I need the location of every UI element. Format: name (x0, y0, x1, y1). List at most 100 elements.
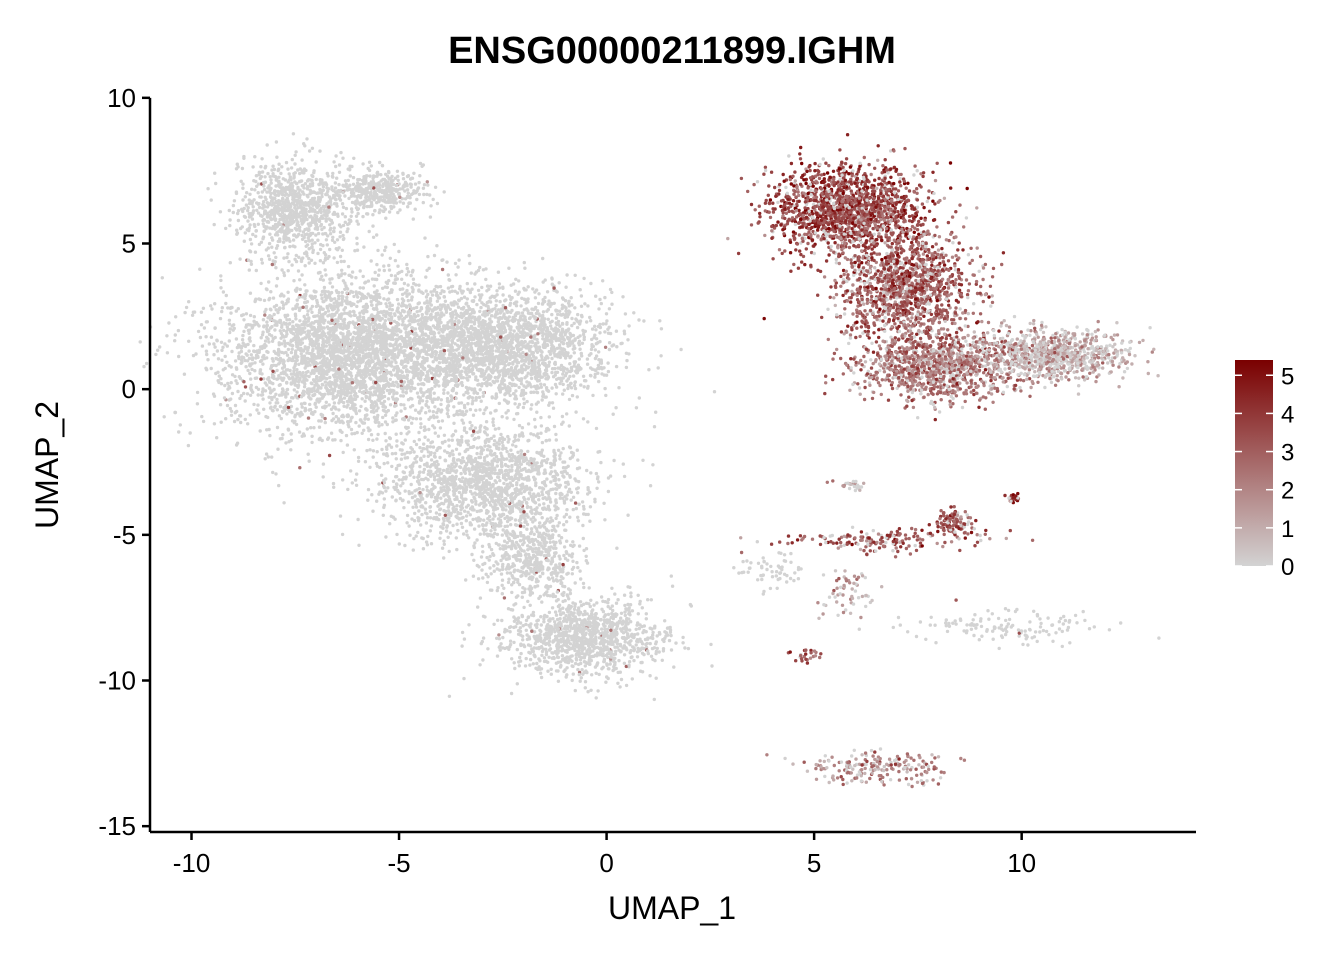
cell-point (250, 187, 254, 191)
cell-point (242, 329, 246, 334)
cell-point (274, 284, 279, 288)
cell-point (428, 193, 432, 197)
cell-point (341, 237, 346, 242)
cell-point (294, 359, 298, 364)
cell-point (324, 213, 328, 218)
cell-point (232, 419, 237, 424)
cell-point (227, 339, 231, 343)
cell-point (271, 381, 275, 386)
cell-point (415, 197, 419, 202)
cell-point (318, 436, 322, 440)
cell-point (348, 174, 352, 178)
cell-point (337, 362, 341, 366)
cell-point (355, 236, 359, 240)
cell-point (331, 373, 336, 377)
cell-point (326, 436, 331, 440)
cell-point (450, 289, 454, 293)
cell-point (316, 271, 321, 275)
cell-point (365, 448, 369, 453)
cell-point (295, 286, 299, 290)
cell-point (365, 328, 369, 333)
cell-point (215, 349, 220, 353)
cell-point (247, 228, 251, 233)
cell-point (273, 174, 277, 179)
cell-point (367, 229, 371, 234)
cell-point (162, 415, 166, 419)
cell-point (288, 190, 292, 195)
cell-point (332, 349, 336, 354)
cell-point (250, 200, 255, 204)
cell-point (411, 376, 416, 380)
cell-point (341, 327, 345, 331)
cell-point (272, 214, 277, 218)
cell-point (267, 280, 271, 284)
cell-point (275, 244, 280, 248)
cell-point (374, 390, 378, 394)
cell-point (328, 303, 332, 307)
cell-point (314, 333, 318, 337)
cell-point (254, 321, 259, 325)
cell-point (300, 273, 304, 277)
cell-point (267, 340, 271, 344)
cell-point (364, 407, 368, 411)
cell-point (401, 309, 405, 313)
cell-point (254, 268, 258, 273)
cell-point (371, 455, 375, 459)
cell-point (374, 314, 379, 319)
cell-point (226, 381, 230, 386)
cell-point (417, 180, 421, 185)
cell-point (270, 339, 275, 343)
cell-point (303, 201, 308, 206)
cell-point (331, 417, 336, 421)
cell-point (311, 174, 315, 179)
cell-point (308, 402, 312, 407)
cell-point (401, 375, 406, 380)
cell-point (533, 417, 537, 422)
cell-point (280, 300, 285, 304)
cell-point (282, 363, 287, 368)
cell-point (371, 224, 375, 228)
cell-point (273, 227, 277, 231)
cell-point (338, 254, 343, 259)
cell-point (323, 268, 327, 272)
cell-point (257, 242, 262, 247)
cell-point (283, 193, 287, 197)
cell-point (445, 396, 450, 401)
cell-point (305, 187, 309, 191)
cell-point (391, 420, 395, 424)
cell-point (272, 251, 276, 255)
cell-point (209, 366, 213, 371)
cell-point (338, 230, 343, 234)
cell-point (396, 174, 400, 178)
cell-point (284, 224, 289, 228)
cell-point (327, 210, 331, 214)
cell-point (388, 388, 392, 392)
cell-point (295, 333, 299, 337)
cell-point (396, 321, 400, 326)
cell-point (303, 283, 307, 287)
cell-point (346, 346, 350, 350)
cell-point (334, 420, 338, 424)
cell-point (286, 347, 291, 352)
cell-point (278, 356, 283, 361)
cell-point (338, 376, 342, 380)
cell-point (210, 307, 214, 311)
cell-point (475, 446, 479, 450)
cell-point (405, 432, 409, 436)
cell-point (309, 381, 313, 385)
cell-point (349, 385, 353, 389)
cell-point (221, 290, 226, 294)
cell-point (296, 198, 300, 203)
cell-point (330, 312, 334, 317)
cell-point (286, 290, 290, 294)
cell-point (679, 347, 683, 352)
cell-point (342, 396, 347, 400)
cell-point (282, 376, 286, 380)
cell-point (252, 343, 256, 348)
cell-point (256, 393, 260, 397)
cell-point (291, 209, 295, 213)
cell-point (361, 286, 365, 290)
cell-point (334, 324, 338, 328)
cell-point (260, 190, 264, 194)
cell-point (328, 380, 332, 384)
